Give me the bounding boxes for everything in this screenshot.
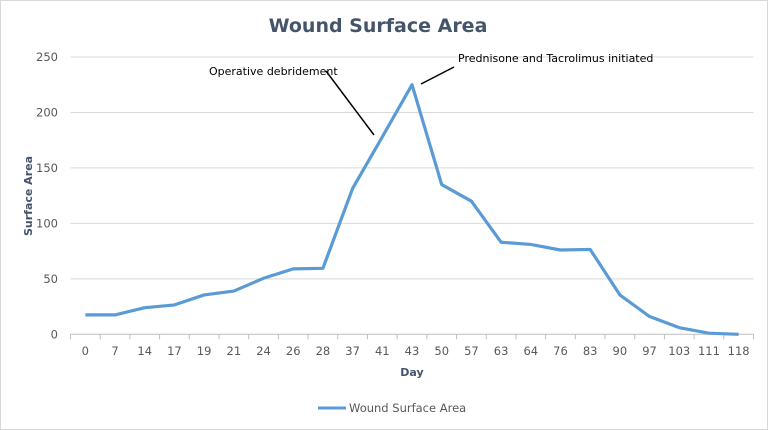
legend: Wound Surface Area [318, 401, 466, 415]
x-tick-label: 90 [613, 344, 628, 358]
x-tick-label: 63 [494, 344, 509, 358]
x-tick-label: 64 [523, 344, 538, 358]
annotation-debridement: Operative debridement [209, 65, 338, 78]
y-axis-label: Surface Area [22, 156, 35, 236]
y-tick-label: 200 [36, 105, 58, 119]
x-tick-label: 111 [698, 344, 720, 358]
x-tick-label: 97 [642, 344, 657, 358]
series-group [85, 83, 739, 336]
x-tick-label: 7 [111, 344, 118, 358]
y-tick-label: 50 [43, 272, 58, 286]
x-tick-label: 26 [286, 344, 301, 358]
legend-label: Wound Surface Area [349, 401, 466, 415]
y-tick-label: 250 [36, 50, 58, 64]
annotation-leader-prednisone [420, 66, 455, 85]
gridlines [70, 56, 754, 340]
x-tick-label: 76 [553, 344, 568, 358]
x-tick-label: 41 [375, 344, 390, 358]
y-tick-label: 0 [51, 327, 58, 341]
x-tick-label: 50 [434, 344, 449, 358]
x-tick-label: 43 [405, 344, 420, 358]
x-tick-label: 14 [137, 344, 152, 358]
annotations: Operative debridement Prednisone and Tac… [209, 52, 653, 136]
annotation-prednisone: Prednisone and Tacrolimus initiated [458, 52, 653, 65]
x-tick-labels: 0 7 14 17 19 21 24 26 28 37 41 43 50 57 63 64 76 83 90 97 10… [82, 344, 750, 358]
x-axis-label: Day [400, 366, 423, 379]
chart-title: Wound Surface Area [269, 15, 488, 37]
annotation-leader-debridement [325, 70, 375, 136]
x-tick-label: 83 [583, 344, 598, 358]
y-tick-label: 150 [36, 161, 58, 175]
x-tick-label: 0 [82, 344, 89, 358]
x-tick-label: 19 [197, 344, 212, 358]
x-tick-label: 118 [728, 344, 750, 358]
y-tick-label: 100 [36, 216, 58, 230]
x-tick-label: 24 [256, 344, 271, 358]
x-tick-label: 57 [464, 344, 479, 358]
x-tick-label: 103 [668, 344, 690, 358]
series-line [85, 83, 739, 336]
x-tick-label: 37 [345, 344, 360, 358]
x-tick-label: 17 [167, 344, 182, 358]
x-tick-label: 28 [316, 344, 331, 358]
x-tick-label: 21 [227, 344, 242, 358]
y-tick-labels: 0 50 100 150 200 250 [36, 50, 58, 341]
